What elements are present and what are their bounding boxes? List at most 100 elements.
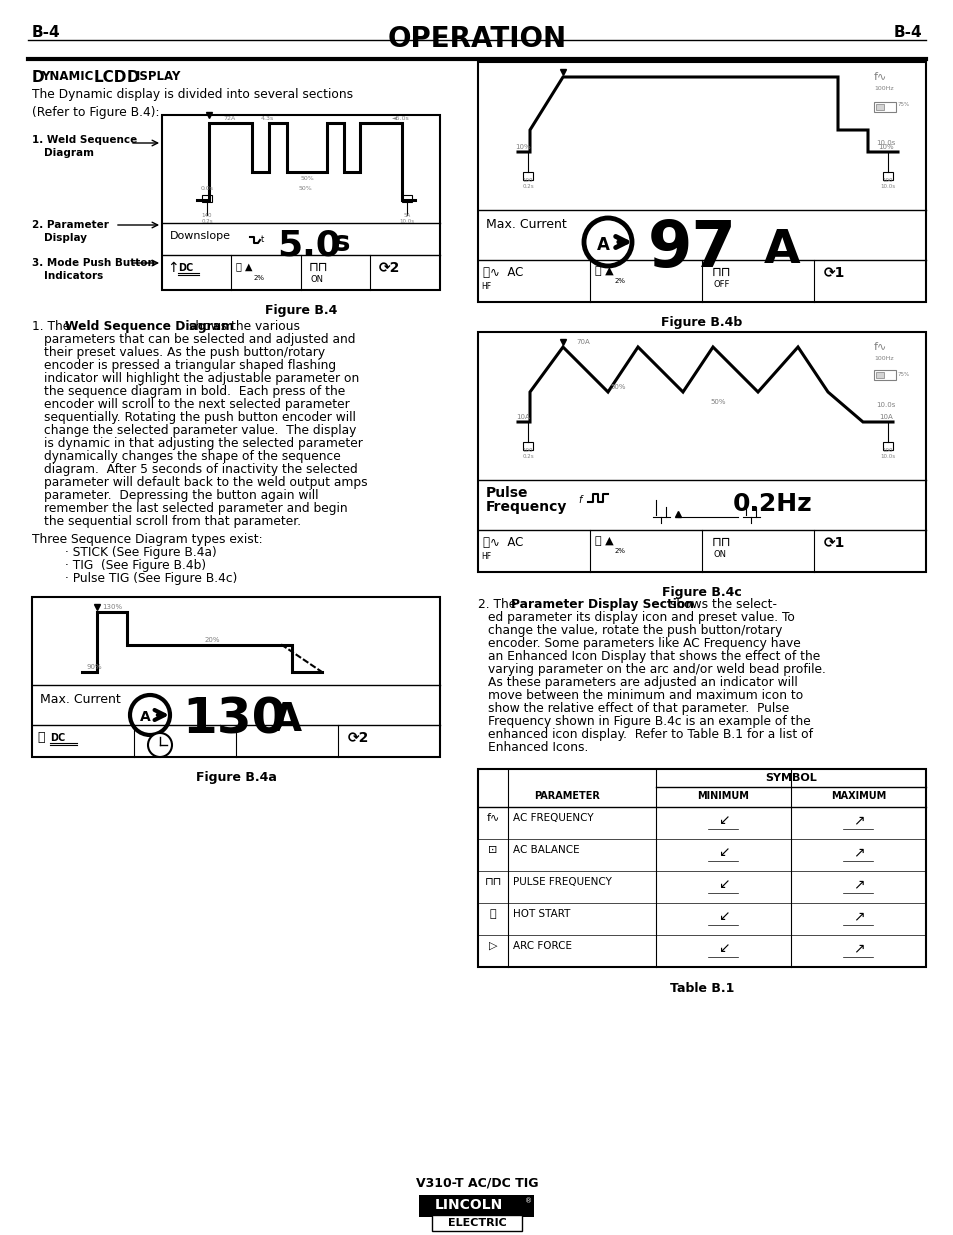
Text: ⟳2: ⟳2 <box>378 261 399 275</box>
Text: ed parameter its display icon and preset value. To: ed parameter its display icon and preset… <box>488 611 794 624</box>
Text: ⊡: ⊡ <box>488 845 497 855</box>
Text: MAXIMUM: MAXIMUM <box>830 790 885 802</box>
Text: 50%: 50% <box>709 399 725 405</box>
Text: parameter will default back to the weld output amps: parameter will default back to the weld … <box>44 475 367 489</box>
Text: an Enhanced Icon Display that shows the effect of the: an Enhanced Icon Display that shows the … <box>488 650 820 663</box>
Bar <box>202 195 212 203</box>
Text: ⌒: ⌒ <box>489 909 496 919</box>
Text: ⟳1: ⟳1 <box>823 266 844 280</box>
Text: ⊓⊓: ⊓⊓ <box>309 261 328 274</box>
Text: LINCOLN: LINCOLN <box>435 1198 502 1212</box>
Bar <box>477 332 925 572</box>
Text: 10.0s: 10.0s <box>876 140 895 146</box>
Text: YNAMIC: YNAMIC <box>41 70 93 83</box>
Text: ◄5.0s: ◄5.0s <box>392 116 410 121</box>
Text: 0.2s: 0.2s <box>521 454 534 459</box>
Text: ELECTRIC: ELECTRIC <box>447 1218 506 1228</box>
Text: encoder. Some parameters like AC Frequency have: encoder. Some parameters like AC Frequen… <box>488 637 800 650</box>
Text: their preset values. As the push button/rotary: their preset values. As the push button/… <box>44 346 325 359</box>
Text: A: A <box>272 701 302 739</box>
Text: 10%: 10% <box>878 144 893 149</box>
Text: 10%: 10% <box>515 144 530 149</box>
Text: MINIMUM: MINIMUM <box>697 790 749 802</box>
Text: ⟳1: ⟳1 <box>823 536 844 550</box>
Text: SYMBOL: SYMBOL <box>764 773 816 783</box>
Circle shape <box>148 734 172 757</box>
Text: indicator will highlight the adjustable parameter on: indicator will highlight the adjustable … <box>44 372 359 385</box>
Text: dynamically changes the shape of the sequence: dynamically changes the shape of the seq… <box>44 450 340 463</box>
Text: DC: DC <box>178 263 193 273</box>
Text: 1. The: 1. The <box>32 320 74 333</box>
Text: 100: 100 <box>522 448 533 453</box>
Text: ⊓⊓: ⊓⊓ <box>711 266 731 279</box>
Bar <box>882 172 892 180</box>
Text: 50%: 50% <box>610 384 625 390</box>
Text: 3. Mode Push Button: 3. Mode Push Button <box>32 258 154 268</box>
Text: 10.0s: 10.0s <box>880 184 895 189</box>
Bar <box>875 104 883 110</box>
Text: Weld Sequence Diagram: Weld Sequence Diagram <box>65 320 233 333</box>
Text: ⌒ ▲: ⌒ ▲ <box>236 261 253 270</box>
Text: HF: HF <box>480 282 491 291</box>
Text: sequentially. Rotating the push button encoder will: sequentially. Rotating the push button e… <box>44 411 355 424</box>
Text: s: s <box>334 228 350 257</box>
Text: 10A: 10A <box>516 414 529 420</box>
Text: 2. The: 2. The <box>477 598 519 611</box>
Text: 10.0s: 10.0s <box>399 219 415 224</box>
Text: ⏚∿  AC: ⏚∿ AC <box>482 266 523 279</box>
Text: ↙: ↙ <box>717 877 728 890</box>
Text: 2. Parameter: 2. Parameter <box>32 220 109 230</box>
Text: shows the various: shows the various <box>185 320 299 333</box>
Text: As these parameters are adjusted an indicator will: As these parameters are adjusted an indi… <box>488 676 797 689</box>
Text: 0.2s: 0.2s <box>521 184 534 189</box>
Text: 97: 97 <box>647 219 737 280</box>
Text: the sequential scroll from that parameter.: the sequential scroll from that paramete… <box>44 515 301 529</box>
Text: Diagram: Diagram <box>44 148 94 158</box>
Text: 50%: 50% <box>297 185 312 190</box>
Text: 100: 100 <box>882 178 892 183</box>
Bar <box>882 442 892 450</box>
Bar <box>875 372 883 378</box>
Text: OFF: OFF <box>713 280 730 289</box>
Text: Parameter Display Section: Parameter Display Section <box>511 598 693 611</box>
Bar <box>522 172 533 180</box>
Text: diagram.  After 5 seconds of inactivity the selected: diagram. After 5 seconds of inactivity t… <box>44 463 357 475</box>
Text: ARC FORCE: ARC FORCE <box>513 941 572 951</box>
Text: 140: 140 <box>201 212 212 219</box>
Text: ⏚: ⏚ <box>37 731 45 743</box>
Text: f∿: f∿ <box>486 813 499 823</box>
Text: t: t <box>261 235 264 243</box>
Text: 20%: 20% <box>204 637 219 643</box>
Text: varying parameter on the arc and/or weld bead profile.: varying parameter on the arc and/or weld… <box>488 663 825 676</box>
Text: B-4: B-4 <box>32 25 61 40</box>
Bar <box>873 103 895 112</box>
Text: Three Sequence Diagram types exist:: Three Sequence Diagram types exist: <box>32 534 262 546</box>
Bar <box>401 195 412 203</box>
Text: ↗: ↗ <box>852 877 863 890</box>
Text: · STICK (See Figure B.4a): · STICK (See Figure B.4a) <box>65 546 216 559</box>
Text: Figure B.4a: Figure B.4a <box>195 771 276 784</box>
Text: 72A: 72A <box>224 116 236 121</box>
Text: 10.0s: 10.0s <box>880 454 895 459</box>
Bar <box>477 62 925 303</box>
Text: f: f <box>578 495 580 505</box>
Text: 4.3s: 4.3s <box>260 116 274 121</box>
Text: parameters that can be selected and adjusted and: parameters that can be selected and adju… <box>44 333 355 346</box>
Text: ↗: ↗ <box>852 909 863 923</box>
Text: ⊓⊓: ⊓⊓ <box>711 536 731 550</box>
Text: ISPLAY: ISPLAY <box>136 70 181 83</box>
Text: ⏚∿  AC: ⏚∿ AC <box>482 536 523 550</box>
Text: D: D <box>127 70 139 85</box>
Text: 90%: 90% <box>87 664 103 671</box>
Text: Pulse: Pulse <box>485 487 528 500</box>
Text: ®: ® <box>525 1198 532 1204</box>
Text: ⌒ ▲: ⌒ ▲ <box>595 266 613 275</box>
Bar <box>522 442 533 450</box>
Text: ↗: ↗ <box>852 941 863 955</box>
Text: Figure B.4c: Figure B.4c <box>661 585 741 599</box>
Text: change the selected parameter value.  The display: change the selected parameter value. The… <box>44 424 356 437</box>
Text: ▷: ▷ <box>488 941 497 951</box>
Text: 100: 100 <box>882 448 892 453</box>
Bar <box>419 1195 534 1216</box>
Text: Indicators: Indicators <box>44 270 103 282</box>
